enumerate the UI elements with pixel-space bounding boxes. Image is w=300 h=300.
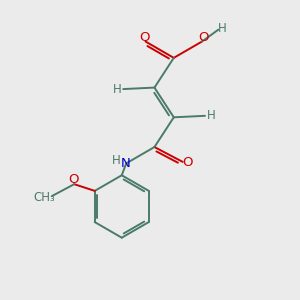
Text: O: O [68, 173, 79, 186]
Text: H: H [218, 22, 226, 34]
Text: CH₃: CH₃ [34, 191, 56, 204]
Text: H: H [113, 82, 122, 96]
Text: O: O [198, 31, 209, 44]
Text: H: H [111, 154, 120, 167]
Text: N: N [121, 158, 130, 170]
Text: H: H [207, 109, 215, 122]
Text: O: O [182, 156, 192, 169]
Text: O: O [139, 31, 149, 44]
